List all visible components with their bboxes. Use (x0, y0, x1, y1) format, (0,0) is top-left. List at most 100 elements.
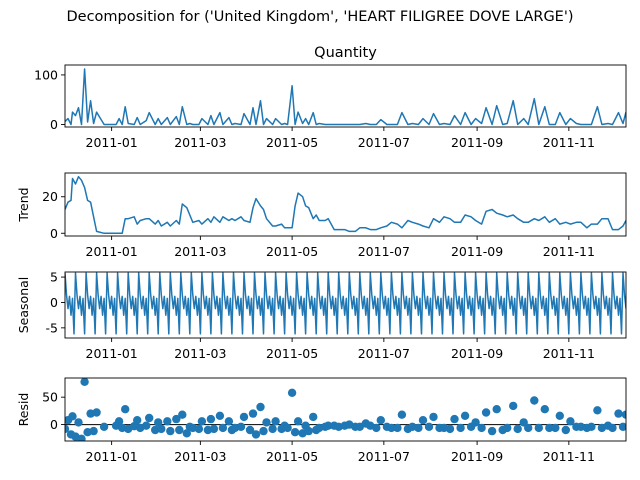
seasonal-line (65, 272, 626, 335)
y-tick-label: 0 (50, 417, 58, 432)
x-tick-label: 2011-11 (543, 244, 595, 259)
resid-point (163, 417, 172, 426)
resid-point (551, 423, 560, 433)
x-tick-label: 2011-07 (358, 244, 410, 259)
axes-frame (64, 64, 627, 128)
resid-point (206, 414, 216, 424)
resid-point (587, 422, 596, 431)
resid-point (397, 410, 407, 419)
resid-point (387, 423, 396, 433)
resid-point (456, 423, 465, 433)
panel-1: 0 100 2011-01 2011-03 2011-05 2011-07 2011-09 2… (34, 45, 627, 150)
resid-point (268, 424, 277, 434)
resid-point (239, 412, 249, 422)
y-tick-label: 0 (50, 226, 58, 241)
resid-point (477, 423, 486, 433)
resid-point (524, 423, 533, 433)
x-tick-label: 2011-11 (543, 449, 595, 464)
resid-point (503, 423, 512, 433)
y-axis-label: Seasonal (16, 277, 31, 334)
resid-point (157, 424, 166, 434)
x-tick-label: 2011-01 (86, 449, 138, 464)
y-tick-label: 0 (50, 295, 58, 310)
axes-frame (64, 172, 627, 237)
x-tick-label: 2011-07 (358, 346, 410, 361)
resid-point (540, 405, 549, 414)
resid-point (487, 426, 497, 436)
panel-title: Quantity (314, 45, 377, 61)
resid-point (545, 423, 554, 433)
resid-point (68, 412, 77, 421)
panel-4: 0 50 2011-01 2011-03 2011-05 2011-07 2011-09 20… (16, 377, 627, 464)
resid-point (89, 426, 98, 436)
resid-point (429, 412, 438, 422)
x-tick-label: 2011-11 (543, 135, 595, 150)
resid-point (418, 416, 428, 425)
resid-point (555, 411, 564, 420)
axes-frame (64, 377, 627, 442)
y-tick-label: 0 (50, 117, 58, 132)
resid-point (534, 423, 543, 433)
resid-point (509, 401, 518, 411)
series-line (65, 175, 626, 235)
resid-point (248, 409, 258, 418)
resid-point (92, 408, 101, 417)
y-axis-label: Resid (16, 393, 31, 427)
resid-point (99, 422, 109, 431)
panel-data (65, 378, 626, 441)
resid-point (194, 424, 204, 434)
resid-point (262, 418, 271, 427)
x-tick-label: 2011-09 (451, 244, 503, 259)
resid-point (608, 423, 617, 433)
resid-point (142, 421, 151, 430)
x-tick-label: 2011-05 (266, 449, 318, 464)
resid-point (618, 422, 626, 431)
resid-point (166, 426, 175, 436)
x-tick-label: 2011-07 (358, 135, 410, 150)
resid-point (65, 424, 70, 434)
series-line (65, 68, 626, 126)
resid-point (271, 417, 280, 426)
resid-point (259, 426, 268, 436)
x-tick-label: 2011-11 (543, 346, 595, 361)
resid-point (376, 416, 385, 425)
panel-2: 0 20 2011-01 2011-03 2011-05 2011-07 2011-09 20… (16, 172, 627, 259)
resid-point (218, 423, 228, 433)
resid-point (290, 428, 300, 437)
x-tick-label: 2011-05 (266, 135, 318, 150)
resid-point (80, 378, 89, 386)
resid-point (287, 388, 297, 397)
y-tick-label: 100 (34, 67, 58, 82)
resid-point (445, 424, 455, 434)
resid-point (460, 411, 470, 420)
resid-point (114, 417, 124, 426)
x-tick-label: 2011-09 (451, 135, 503, 150)
resid-point (621, 410, 626, 419)
resid-point (209, 424, 219, 434)
resid-point (561, 425, 570, 435)
y-tick-label: 5 (50, 270, 58, 285)
resid-point (77, 434, 86, 441)
resid-point (471, 418, 480, 427)
x-tick-label: 2011-09 (451, 346, 503, 361)
y-tick-label: 50 (42, 390, 58, 405)
resid-point (215, 411, 225, 420)
x-tick-label: 2011-01 (86, 346, 138, 361)
resid-point (304, 426, 313, 436)
resid-point (513, 424, 522, 434)
resid-point (414, 423, 423, 433)
resid-point (256, 402, 265, 412)
x-tick-label: 2011-05 (266, 244, 318, 259)
panel-3: -5 0 5 2011-01 2011-03 2011-05 2011-07 2011-09 2… (16, 270, 627, 361)
resid-point (309, 412, 318, 422)
resid-point (224, 417, 234, 426)
axes-frame (64, 271, 627, 339)
x-tick-label: 2011-03 (174, 449, 226, 464)
x-tick-label: 2011-03 (174, 346, 226, 361)
resid-point (182, 429, 191, 438)
resid-point (283, 423, 292, 433)
panel-data (65, 272, 626, 335)
resid-point (393, 423, 402, 433)
y-axis-label: Trend (16, 187, 31, 222)
